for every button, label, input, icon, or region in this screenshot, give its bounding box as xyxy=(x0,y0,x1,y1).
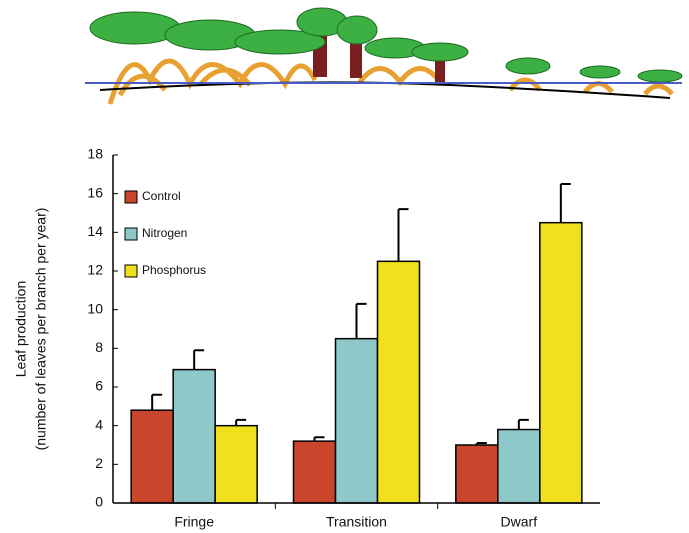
x-tick-label: Dwarf xyxy=(501,514,538,530)
y-tick-label: 12 xyxy=(87,262,103,278)
y-tick-label: 6 xyxy=(95,378,103,394)
bar xyxy=(498,430,540,503)
legend-swatch xyxy=(125,228,137,240)
legend-label: Control xyxy=(142,189,181,203)
chart: 0 2 4 6 8 10 12 14 16 18 Leaf production(number of… xyxy=(0,0,689,533)
y-tick-label: 8 xyxy=(95,339,103,355)
legend-swatch xyxy=(125,191,137,203)
bar xyxy=(215,426,257,503)
y-tick-label: 0 xyxy=(95,494,103,510)
y-tick-label: 16 xyxy=(87,184,103,200)
bar xyxy=(378,261,420,503)
legend-swatch xyxy=(125,265,137,277)
legend-label: Phosphorus xyxy=(142,263,206,277)
mangrove-illustration xyxy=(85,8,682,104)
x-tick-label: Transition xyxy=(326,514,387,530)
y-tick-label: 4 xyxy=(95,416,103,432)
bar xyxy=(294,441,336,503)
y-tick-label: 10 xyxy=(87,300,103,316)
page: 0 2 4 6 8 10 12 14 16 18 Leaf production(number of… xyxy=(0,0,689,533)
y-axis-label: (number of leaves per branch per year) xyxy=(33,208,49,451)
bar xyxy=(540,223,582,503)
legend-label: Nitrogen xyxy=(142,226,187,240)
y-axis-label: Leaf production xyxy=(13,281,29,378)
y-tick-label: 2 xyxy=(95,455,103,471)
bar xyxy=(131,410,173,503)
bar xyxy=(336,339,378,503)
y-tick-label: 14 xyxy=(87,223,103,239)
bar xyxy=(173,370,215,503)
y-tick-label: 18 xyxy=(87,146,103,162)
x-tick-label: Fringe xyxy=(174,514,214,530)
bar xyxy=(456,445,498,503)
